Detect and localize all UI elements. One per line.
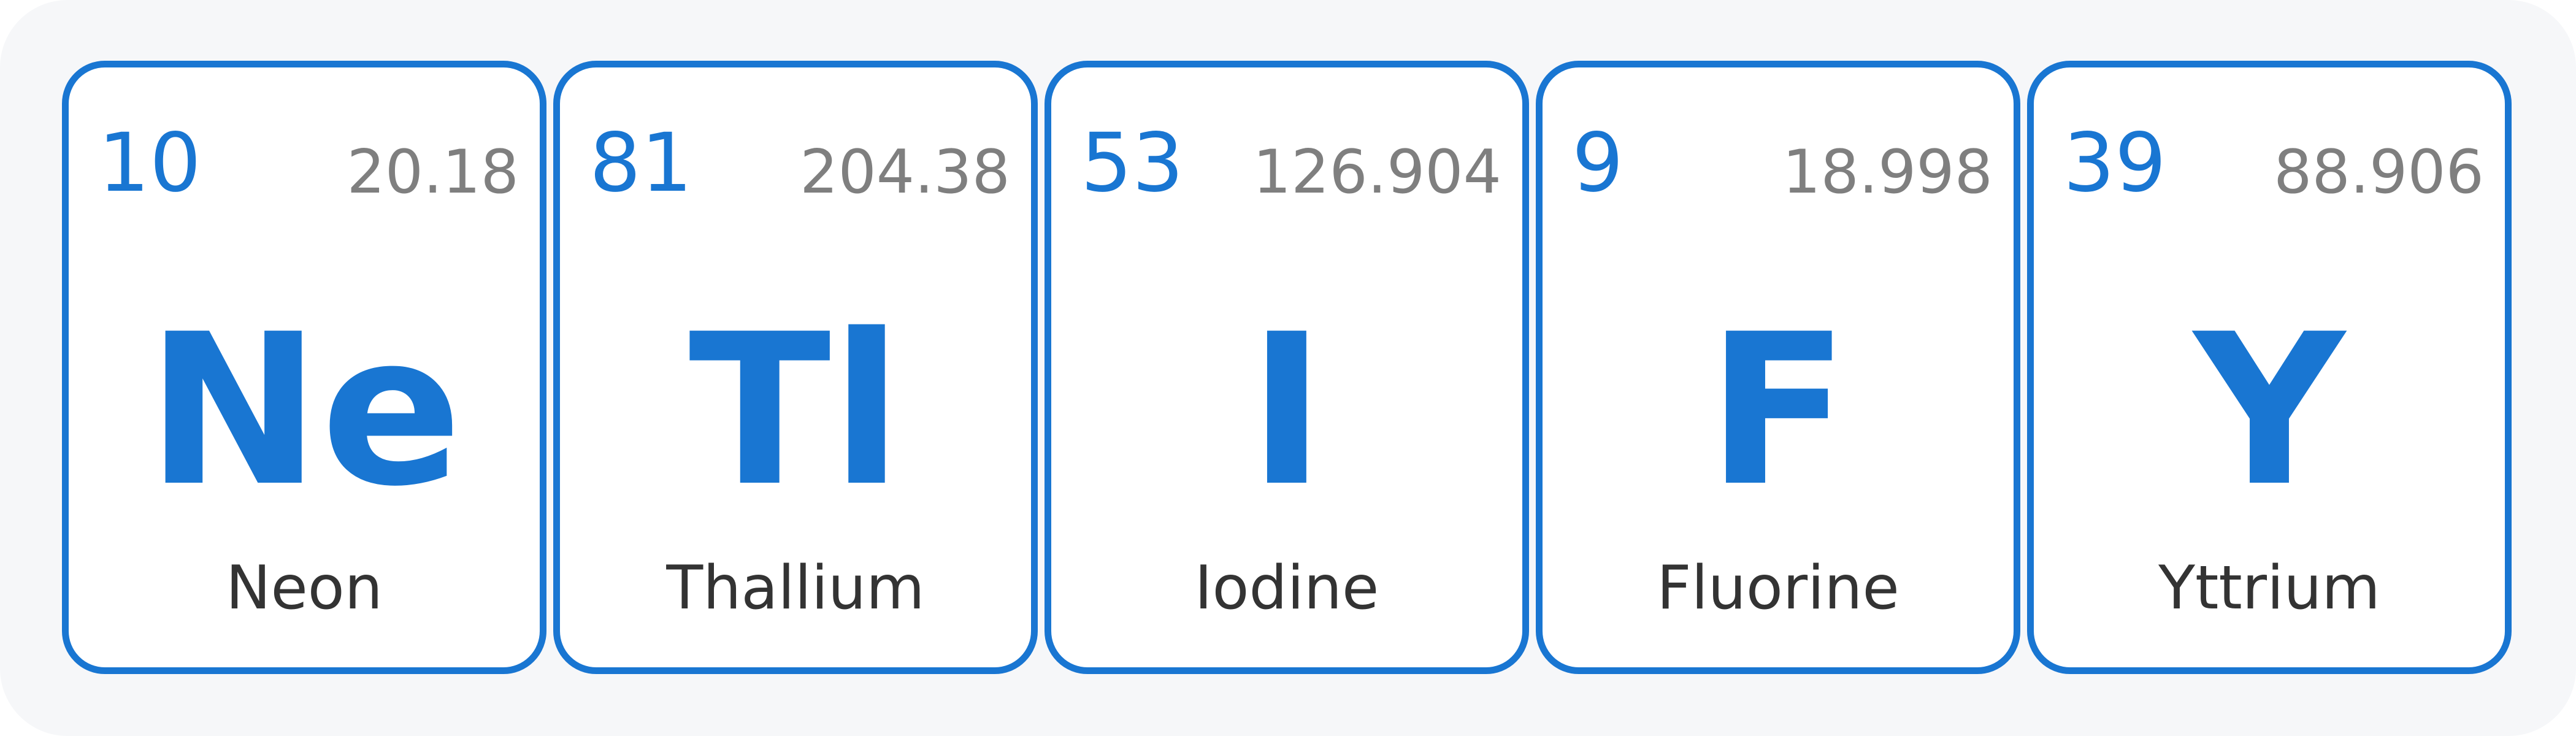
atomic-number: 9 [1572, 116, 1623, 210]
atomic-mass: 88.906 [2274, 137, 2484, 207]
atomic-mass: 204.38 [800, 137, 1010, 207]
element-name: Neon [226, 553, 383, 623]
atomic-number: 39 [2063, 116, 2166, 210]
atomic-number: 81 [589, 116, 692, 210]
element-symbol: I [1248, 289, 1326, 532]
element-tile-iodine: 53 126.904 I Iodine [1045, 61, 1529, 674]
element-tile-fluorine: 9 18.998 F Fluorine [1536, 61, 2020, 674]
atomic-number: 10 [98, 116, 201, 210]
element-symbol: F [1706, 289, 1850, 532]
element-name: Thallium [666, 553, 925, 623]
element-name: Iodine [1194, 553, 1379, 623]
atomic-mass: 20.18 [347, 137, 519, 207]
element-tile-thallium: 81 204.38 Tl Thallium [553, 61, 1038, 674]
element-tile-neon: 10 20.18 Ne Neon [62, 61, 546, 674]
element-symbol: Y [2193, 289, 2345, 532]
atomic-mass: 126.904 [1252, 137, 1501, 207]
atomic-number: 53 [1081, 116, 1184, 210]
element-symbol: Tl [688, 289, 903, 532]
element-tiles: 10 20.18 Ne Neon 81 204.38 Tl Thallium 5… [62, 61, 2515, 674]
element-tile-yttrium: 39 88.906 Y Yttrium [2027, 61, 2512, 674]
element-name: Fluorine [1657, 553, 1899, 623]
element-name: Yttrium [2158, 553, 2380, 623]
atomic-mass: 18.998 [1782, 137, 1993, 207]
element-symbol: Ne [146, 289, 462, 532]
